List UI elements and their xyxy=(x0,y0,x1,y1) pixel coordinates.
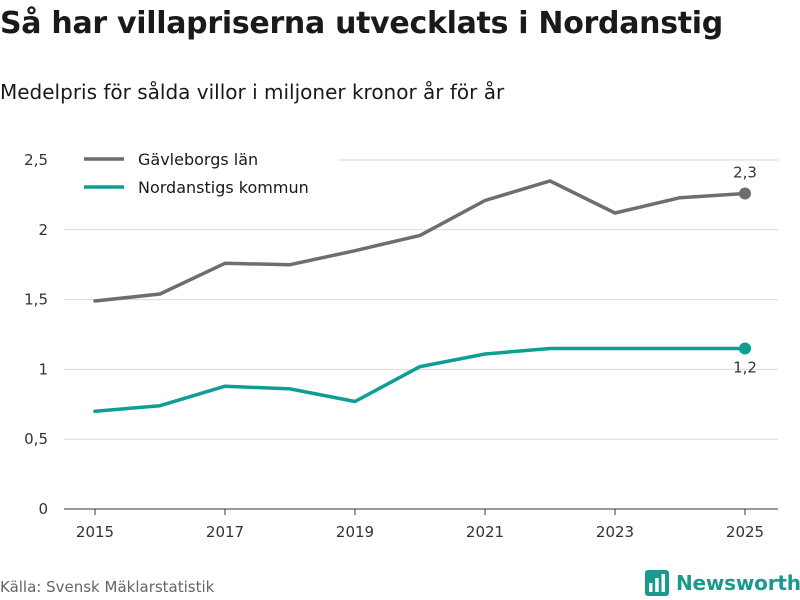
end-value-label: 2,3 xyxy=(733,164,757,182)
series-line xyxy=(93,346,747,414)
line-chart: 0 0,5 1 1,5 2 2,5 2015 2017 2019 2021 2023 2025 2,3… xyxy=(24,150,778,541)
legend-label: Gävleborgs län xyxy=(138,150,258,169)
y-tick-label: 1,5 xyxy=(24,291,48,309)
series-1: 1,2 xyxy=(93,342,757,414)
x-tick-label: 2023 xyxy=(596,523,634,541)
legend-label: Nordanstigs kommun xyxy=(138,178,309,197)
brand-logo: Newsworthy xyxy=(645,570,800,596)
y-tick-label: 1 xyxy=(38,360,48,378)
chart-subtitle: Medelpris för sålda villor i miljoner kr… xyxy=(0,80,505,104)
x-tick-label: 2025 xyxy=(726,523,764,541)
source-note: Källa: Svensk Mäklarstatistik xyxy=(0,578,215,596)
x-tick-label: 2019 xyxy=(336,523,374,541)
legend: Gävleborgs län Nordanstigs kommun xyxy=(62,150,338,204)
y-tick-label: 0 xyxy=(38,500,48,518)
end-point-marker xyxy=(739,187,751,200)
x-tick-label: 2015 xyxy=(76,523,114,541)
series-0: 2,3 xyxy=(93,164,757,303)
end-value-label: 1,2 xyxy=(733,358,757,376)
x-tick-label: 2017 xyxy=(206,523,244,541)
y-tick-label: 0,5 xyxy=(24,430,48,448)
brand-name: Newsworthy xyxy=(676,571,800,595)
series-lines: 2,3 1,2 xyxy=(93,164,757,414)
bar-chart-logo-icon xyxy=(645,570,669,596)
y-tick-label: 2,5 xyxy=(24,151,48,169)
chart-title: Så har villapriserna utvecklats i Nordan… xyxy=(0,6,723,41)
series-line xyxy=(93,179,747,303)
end-point-marker xyxy=(739,342,751,355)
axes: 0 0,5 1 1,5 2 2,5 2015 2017 2019 2021 2023 2025 xyxy=(24,151,778,541)
x-tick-label: 2021 xyxy=(466,523,504,541)
y-tick-label: 2 xyxy=(38,221,48,239)
